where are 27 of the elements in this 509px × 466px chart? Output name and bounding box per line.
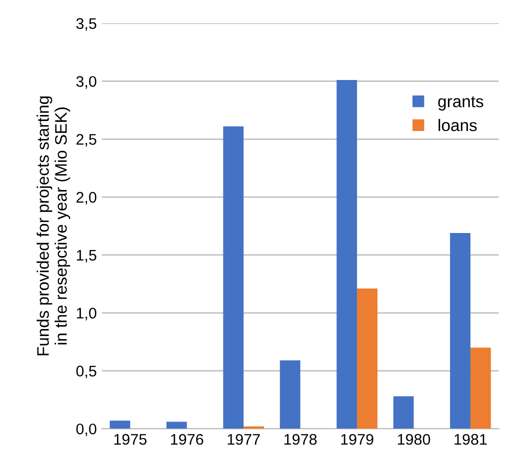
y-axis-title: Funds provided for projects starting in the resepctive year (Mio SEK) xyxy=(36,96,70,356)
y-tick-label: 0,5 xyxy=(76,366,96,378)
y-tick-label: 3,5 xyxy=(76,18,96,31)
bar xyxy=(166,422,187,429)
legend-label: grants xyxy=(438,96,484,111)
bar xyxy=(450,232,470,429)
bar xyxy=(223,126,244,429)
y-tick-label: 2,5 xyxy=(76,134,96,147)
x-tick-label: 1975 xyxy=(114,434,147,445)
legend-label: loans xyxy=(438,118,477,132)
x-tick-label: 1978 xyxy=(284,434,317,445)
x-tick-label: 1979 xyxy=(341,434,374,445)
y-tick-label: 2,0 xyxy=(76,192,96,205)
bar xyxy=(280,360,300,429)
y-tick-label: 1,5 xyxy=(76,250,96,262)
y-tick-label: 3,0 xyxy=(76,76,96,89)
bar xyxy=(110,420,130,429)
x-tick-label: 1980 xyxy=(398,434,430,445)
x-tick-label: 1981 xyxy=(454,434,487,445)
bar xyxy=(393,396,414,429)
y-tick-label: 1,0 xyxy=(76,308,96,320)
x-tick-label: 1976 xyxy=(171,434,204,445)
bar xyxy=(357,288,378,429)
x-tick-label: 1977 xyxy=(228,434,260,445)
bar xyxy=(470,348,491,429)
y-tick-label: 0,0 xyxy=(76,424,96,436)
bar xyxy=(336,80,358,429)
